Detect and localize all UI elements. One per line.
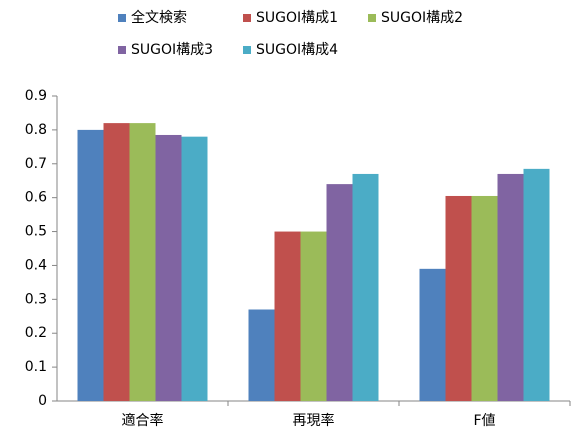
legend-label: SUGOI構成4 — [256, 42, 338, 58]
x-tick-label: F値 — [473, 413, 495, 429]
bar — [523, 168, 550, 401]
bar — [471, 195, 498, 401]
y-tick-label: 0 — [38, 393, 47, 409]
legend-swatch — [118, 46, 126, 54]
bar — [248, 309, 275, 401]
bar — [326, 184, 353, 401]
bar — [155, 134, 182, 401]
bar — [497, 173, 524, 401]
bar — [419, 268, 446, 401]
y-tick-label: 0.2 — [25, 325, 47, 341]
bar — [274, 231, 301, 401]
legend-label: SUGOI構成1 — [256, 10, 338, 26]
y-tick-label: 0.5 — [25, 224, 47, 240]
legend-label: SUGOI構成2 — [381, 10, 463, 26]
legend-swatch — [243, 46, 251, 54]
bar — [103, 123, 130, 401]
legend-swatch — [368, 14, 376, 22]
y-tick-label: 0.3 — [25, 291, 47, 307]
y-tick-label: 0.9 — [25, 88, 47, 104]
legend-swatch — [243, 14, 251, 22]
bar — [300, 231, 327, 401]
x-tick-label: 再現率 — [293, 412, 335, 429]
legend-label: 全文検索 — [131, 9, 187, 26]
y-tick-label: 0.1 — [25, 359, 47, 375]
legend-swatch — [118, 14, 126, 22]
x-tick-label: 適合率 — [122, 412, 164, 429]
legend-label: SUGOI構成3 — [131, 42, 213, 58]
y-tick-label: 0.6 — [25, 190, 47, 206]
bar — [181, 136, 208, 401]
bar — [445, 195, 472, 401]
bar — [352, 173, 379, 401]
y-tick-label: 0.7 — [25, 156, 47, 172]
bar — [129, 123, 156, 401]
y-tick-label: 0.4 — [25, 257, 47, 273]
y-tick-label: 0.8 — [25, 122, 47, 138]
bar — [77, 129, 104, 401]
